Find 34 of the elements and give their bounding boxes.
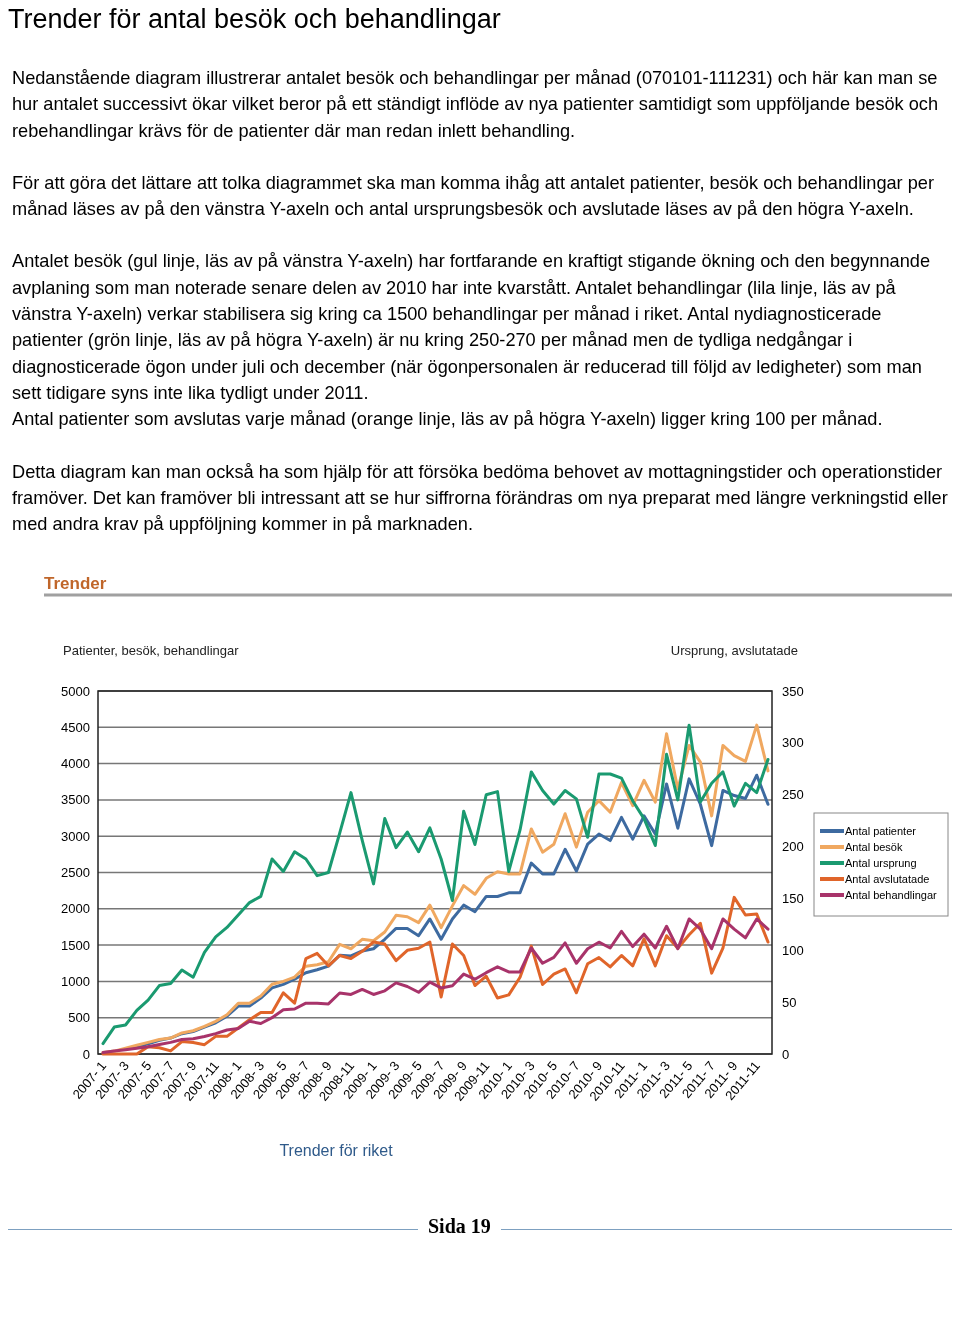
y2-tick-label: 200	[782, 839, 804, 855]
text: Detta diagram kan man också ha som hjälp för att försöka bedöma behovet av mottagningstider och operationstider framöver. Det kan framöver bli intressant att se hur siffrorna förändras om nya preparat med längre verkningstid eller med andra krav på uppföljning kommer in på marknaden.	[12, 460, 949, 537]
y2-axis-title: Ursprung, avslutatade	[670, 643, 798, 659]
chart-subtitle: Trender	[44, 574, 107, 594]
y2-tick-label: 350	[782, 684, 804, 699]
legend-label: Antal avslutatade	[845, 873, 930, 886]
y2-tick-label: 300	[782, 735, 804, 751]
y-tick-label: 5000	[61, 684, 90, 699]
x-axis-title: Trender för riket	[279, 1142, 394, 1160]
y2-tick-label: 250	[782, 787, 804, 803]
text: För att göra det lättare att tolka diagrammet ska man komma ihåg att antalet patienter, besök och behandlingar per månad läses av på den vänstra Y-axeln och antal ursprungsbesök och avslutade läses av på den högra Y-axeln.	[12, 171, 936, 222]
y2-tick-label: 100	[782, 943, 804, 959]
legend-label: Antal patienter	[845, 825, 917, 838]
y2-tick-label: 50	[782, 995, 797, 1011]
text: Sida 19	[418, 1215, 501, 1239]
y-tick-label: 2000	[61, 901, 90, 917]
y2-tick-label: 0	[782, 1047, 790, 1062]
text: Antalet besök (gul linje, läs av på vänstra Y-axeln) har fortfarande en kraftigt stigande ökning och den begynnande avplaning som man noterade senare delen av 2010 har inte kvarstått. Antalet behandlingar (lila linje, läs av på vänstra Y-axeln) verkar stabilisera sig kring ca 1500 behandlingar per månad i riket. Antal nydiagnosticerade patienter (grön linje, läs av på högra Y-axeln) är nu kring 250-270 per månad men de tydliga nedgångar i diagnosticerade ögon under juli och december (när ögonpersonalen är reducerad till följd av ledigheter) som man sett tidigare syns inte lika tydligt under 2011. Antal patienter som avslutas varje månad (orange linje, läs av på högra Y-axeln) ligger kring 100 per månad.	[12, 250, 932, 432]
legend-label: Antal besök	[845, 841, 903, 854]
y-tick-label: 1500	[61, 938, 90, 954]
y-tick-label: 500	[68, 1010, 90, 1026]
y-tick-label: 2500	[61, 865, 90, 881]
legend-label: Antal ursprung	[845, 857, 917, 870]
y-axis-title: Patienter, besök, behandlingar	[63, 643, 240, 659]
text: Nedanstående diagram illustrerar antalet besök och behandlingar per månad (070101-111231) och här kan man se hur antalet successivt ökar vilket beror på ett ständigt inflöde av nya patienter samtidigt som uppföljande besök och rebehandlingar krävs för de patienter där man redan inlett behandling.	[12, 67, 940, 143]
y-tick-label: 1000	[61, 974, 90, 990]
y-tick-label: 3000	[61, 829, 90, 845]
y-tick-label: 0	[82, 1047, 90, 1062]
y2-tick-label: 150	[782, 891, 804, 907]
chart-title: Trender för antal besök och behandlingar	[8, 4, 502, 35]
y-tick-label: 4000	[61, 756, 90, 772]
legend-label: Antal behandlingar	[845, 889, 938, 902]
y-tick-label: 3500	[61, 792, 90, 808]
y-tick-label: 4500	[61, 720, 90, 736]
